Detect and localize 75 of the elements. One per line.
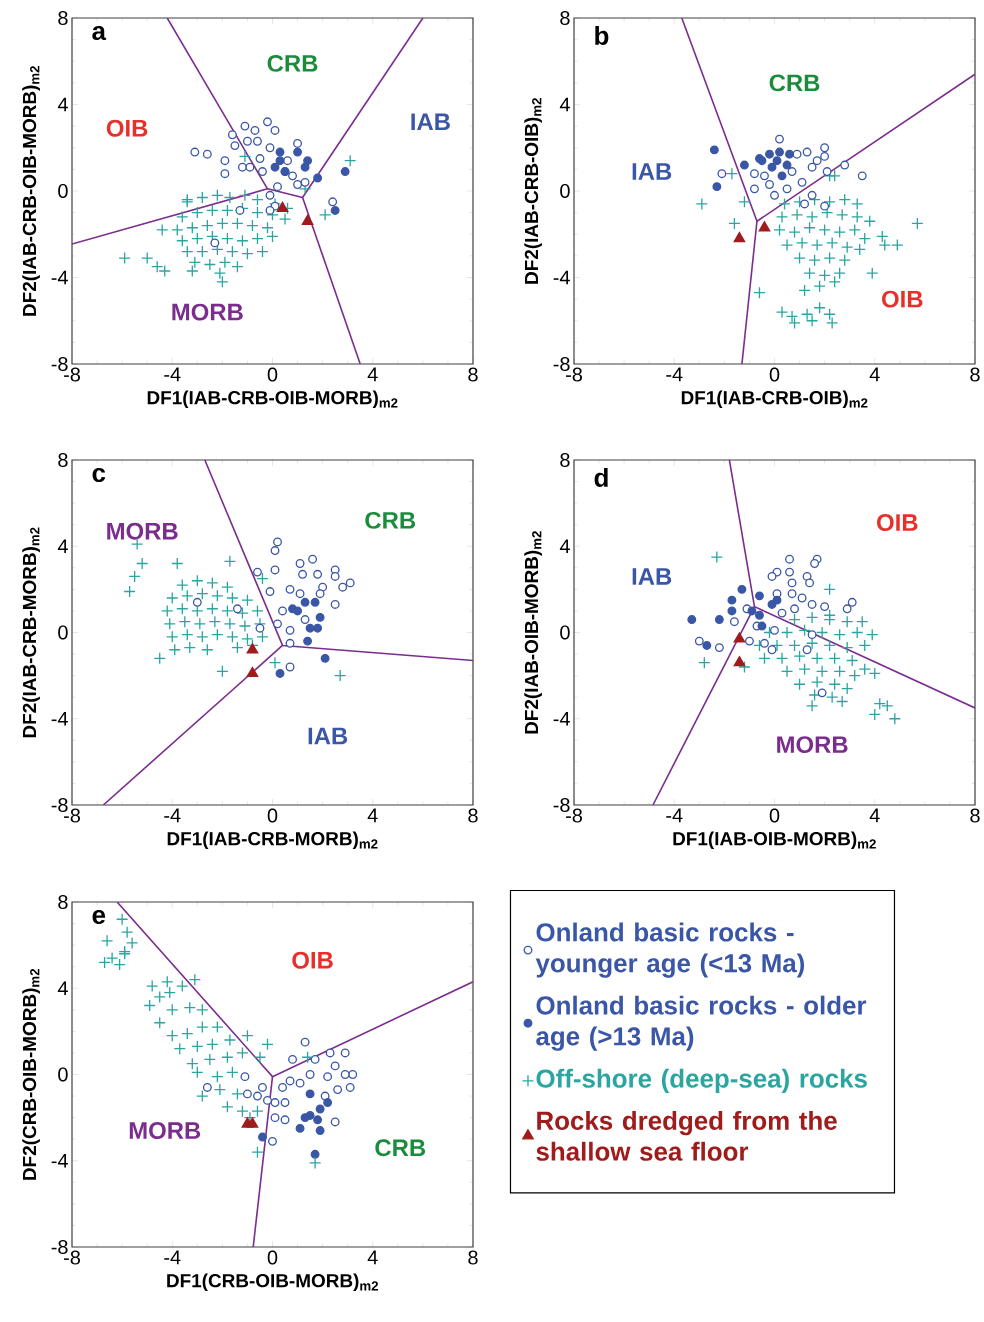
annotation: CRB (769, 74, 820, 92)
y-tick-label: 8 (58, 10, 68, 26)
y-tick-label: -4 (51, 711, 68, 726)
x-tick-label: 8 (468, 367, 478, 382)
x-tick-label: 4 (367, 1250, 378, 1265)
y-tick-label: 0 (58, 625, 68, 640)
x-tick-label: -4 (164, 1250, 181, 1265)
x-tick-label: 0 (769, 367, 780, 382)
annotation: CRB (365, 511, 416, 529)
y-tick-label: 0 (560, 625, 570, 640)
x-tick-label: 0 (769, 808, 780, 823)
y-tick-label: 4 (57, 539, 68, 554)
y-axis-title: DF2(IAB-CRB-OIB-MORB)$_{m2}$ (22, 66, 40, 316)
x-tick-label: 8 (468, 808, 478, 823)
annotation: MORB (107, 522, 178, 540)
annotation: OIB (877, 514, 918, 532)
x-tick-label: -4 (164, 367, 181, 382)
annotation: MORB (777, 736, 848, 754)
y-tick-label: 8 (560, 10, 570, 26)
chart-title: e (92, 909, 106, 925)
y-tick-label: 0 (560, 183, 570, 199)
annotation: OIB (292, 951, 333, 969)
x-tick-label: -4 (666, 367, 683, 382)
y-axis-title: DF2(IAB-OIB-MORB)$_{m2}$ (524, 531, 542, 734)
y-tick-label: -4 (553, 270, 570, 285)
x-tick-label: 0 (267, 808, 278, 823)
x-axis-title: DF1(IAB-OIB-MORB)$_{m2}$ (673, 831, 876, 850)
y-tick-label: 0 (58, 183, 68, 199)
x-tick-label: -4 (164, 808, 181, 823)
x-axis-title: DF1(IAB-CRB-OIB-MORB)$_{m2}$ (147, 390, 398, 409)
annotation: IAB (632, 568, 672, 585)
y-tick-label: 0 (58, 1067, 68, 1082)
y-tick-label: 8 (560, 452, 570, 468)
legend-label: Onland basic rocks - younger age (<13 Ma) (535, 922, 805, 978)
x-axis-title: DF1(CRB-OIB-MORB)$_{m2}$ (167, 1273, 379, 1292)
chart-title: c (92, 467, 106, 483)
x-tick-label: 4 (367, 367, 378, 382)
x-tick-label: 0 (267, 367, 278, 382)
x-tick-label: 4 (367, 808, 378, 823)
chart-title: a (92, 25, 107, 41)
annotation: MORB (129, 1122, 201, 1140)
annotation: IAB (308, 727, 348, 745)
annotation: IAB (411, 113, 450, 131)
x-tick-label: 8 (970, 808, 980, 823)
annotation: MORB (172, 303, 243, 321)
legend-label: Onland basic rocks - older age (>13 Ma) (536, 995, 867, 1051)
chart-title: b (595, 25, 609, 45)
y-tick-label: 8 (58, 894, 68, 910)
annotation: CRB (375, 1139, 426, 1157)
y-tick-label: 8 (58, 452, 68, 468)
annotation: OIB (882, 290, 923, 308)
x-tick-label: 4 (869, 367, 880, 382)
chart-title: d (594, 467, 608, 487)
y-axis-title: DF2(IAB-CRB-MORB)$_{m2}$ (22, 527, 40, 738)
x-tick-label: -4 (666, 808, 683, 823)
annotation: IAB (632, 163, 672, 180)
x-axis-title: DF1(IAB-CRB-OIB)$_{m2}$ (681, 390, 868, 409)
legend-label: Rocks dredged from the shallow sea floor (536, 1110, 837, 1161)
y-tick-label: 4 (559, 539, 570, 554)
x-tick-label: 8 (970, 367, 980, 382)
y-tick-label: 4 (559, 97, 570, 112)
x-tick-label: 0 (267, 1250, 278, 1265)
y-tick-label: -4 (51, 270, 68, 285)
x-axis-title: DF1(IAB-CRB-MORB)$_{m2}$ (167, 831, 378, 850)
x-tick-label: 8 (468, 1250, 478, 1265)
x-tick-label: 4 (869, 808, 880, 823)
y-tick-label: -4 (51, 1153, 68, 1168)
y-tick-label: 4 (57, 981, 68, 996)
y-axis-title: DF2(CRB-OIB-MORB)$_{m2}$ (22, 968, 40, 1180)
annotation: OIB (106, 119, 148, 137)
y-tick-label: 4 (57, 97, 68, 112)
y-axis-title: DF2(IAB-CRB-OIB)$_{m2}$ (524, 98, 542, 284)
legend-label: Off-shore (deep-sea) rocks (536, 1068, 867, 1093)
annotation: CRB (267, 54, 318, 72)
y-tick-label: -4 (553, 711, 570, 726)
